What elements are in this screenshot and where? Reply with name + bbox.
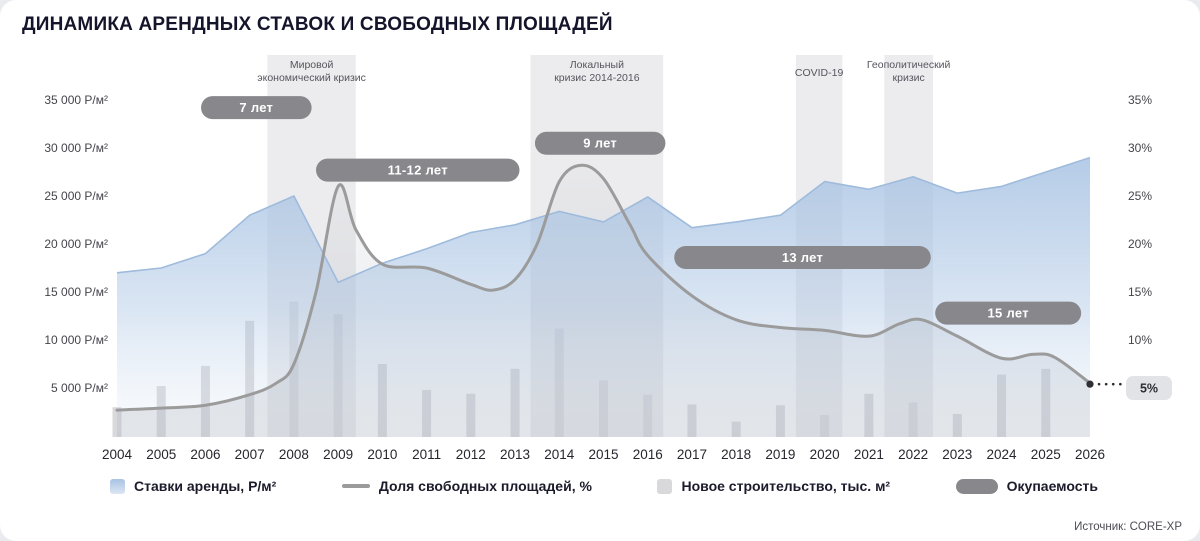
right-axis-badge-label: 5% <box>1140 382 1158 396</box>
chart-title: ДИНАМИКА АРЕНДНЫХ СТАВОК И СВОБОДНЫХ ПЛО… <box>22 14 613 35</box>
year-label: 2019 <box>765 447 795 462</box>
year-label: 2011 <box>412 447 441 462</box>
year-label: 2004 <box>102 447 133 462</box>
payback-pill <box>935 301 1082 325</box>
year-label: 2009 <box>323 447 353 462</box>
right-axis-tick: 35% <box>1128 93 1152 107</box>
crisis-band-label: COVID-19 <box>795 67 844 79</box>
line-end-dot <box>1086 380 1094 388</box>
right-axis-tick: 25% <box>1128 189 1152 203</box>
crisis-band-label: Локальный <box>570 59 624 71</box>
year-label: 2015 <box>588 447 618 462</box>
vacancy-line <box>115 163 1092 412</box>
payback-pill-label: 15 лет <box>987 306 1028 321</box>
year-label: 2005 <box>146 447 176 462</box>
year-label: 2024 <box>987 447 1018 462</box>
payback-pill-label: 11-12 лет <box>388 163 448 178</box>
year-label: 2021 <box>854 447 884 462</box>
year-label: 2013 <box>500 447 530 462</box>
crisis-band-label: Геополитический <box>867 59 951 71</box>
payback-pill <box>316 158 520 182</box>
payback-pill-label: 9 лет <box>583 136 617 151</box>
legend-item-new-construction: Новое строительство, тыс. м² <box>657 478 890 494</box>
right-axis-tick: 15% <box>1128 285 1152 299</box>
year-label: 2022 <box>898 447 928 462</box>
year-label: 2023 <box>942 447 972 462</box>
year-label: 2008 <box>279 447 309 462</box>
legend: Ставки аренды, Р/м² Доля свободных площа… <box>110 478 1098 494</box>
legend-label-new-construction: Новое строительство, тыс. м² <box>681 478 891 494</box>
year-label: 2012 <box>456 447 486 462</box>
crisis-band-label: кризис 2014-2016 <box>554 72 640 84</box>
year-label: 2010 <box>367 447 397 462</box>
rent-area <box>117 157 1090 437</box>
payback-pill <box>674 245 931 269</box>
source-note: Источник: CORE-XP <box>1074 521 1182 533</box>
right-axis-tick: 20% <box>1128 237 1152 251</box>
right-axis-tick: 30% <box>1128 141 1152 155</box>
payback-pill-label: 7 лет <box>239 100 273 115</box>
payback-pill-swatch-icon <box>955 478 998 494</box>
left-axis-tick: 35 000 Р/м² <box>44 93 108 107</box>
legend-item-vacancy-share: Доля свободных площадей, % <box>341 478 592 494</box>
legend-item-rent-rates: Ставки аренды, Р/м² <box>110 478 276 494</box>
rent-area-topline <box>116 156 1091 284</box>
rent-area-swatch-icon <box>110 478 125 494</box>
crisis-band-label: кризис <box>893 72 925 84</box>
crisis-band-label: Мировой <box>290 59 334 71</box>
year-label: 2014 <box>544 447 575 462</box>
year-label: 2025 <box>1031 447 1061 462</box>
crisis-band-label: экономический кризис <box>257 72 366 84</box>
construction-bar-swatch-icon <box>657 478 673 494</box>
left-axis-tick: 5 000 Р/м² <box>51 381 108 395</box>
right-axis-tick: 10% <box>1128 333 1152 347</box>
legend-label-rent-rates: Ставки аренды, Р/м² <box>134 478 277 494</box>
payback-pill-label: 13 лет <box>782 250 823 265</box>
year-label: 2018 <box>721 447 751 462</box>
legend-item-payback: Окупаемость <box>955 478 1098 494</box>
year-label: 2006 <box>190 447 220 462</box>
vacancy-line-swatch-icon <box>341 484 370 488</box>
payback-pill <box>201 96 312 120</box>
year-label: 2026 <box>1075 447 1105 462</box>
legend-label-vacancy-share: Доля свободных площадей, % <box>378 478 592 494</box>
right-axis-badge <box>1126 376 1172 400</box>
year-label: 2016 <box>633 447 663 462</box>
payback-pill <box>534 131 666 155</box>
year-label: 2020 <box>810 447 840 462</box>
year-label: 2017 <box>677 447 707 462</box>
year-label: 2007 <box>235 447 265 462</box>
left-axis-tick: 30 000 Р/м² <box>44 141 108 155</box>
left-axis-tick: 20 000 Р/м² <box>44 237 108 251</box>
left-axis-tick: 15 000 Р/м² <box>44 285 108 299</box>
legend-label-payback: Окупаемость <box>1006 478 1098 494</box>
left-axis-tick: 25 000 Р/м² <box>44 189 108 203</box>
left-axis-tick: 10 000 Р/м² <box>44 333 108 347</box>
